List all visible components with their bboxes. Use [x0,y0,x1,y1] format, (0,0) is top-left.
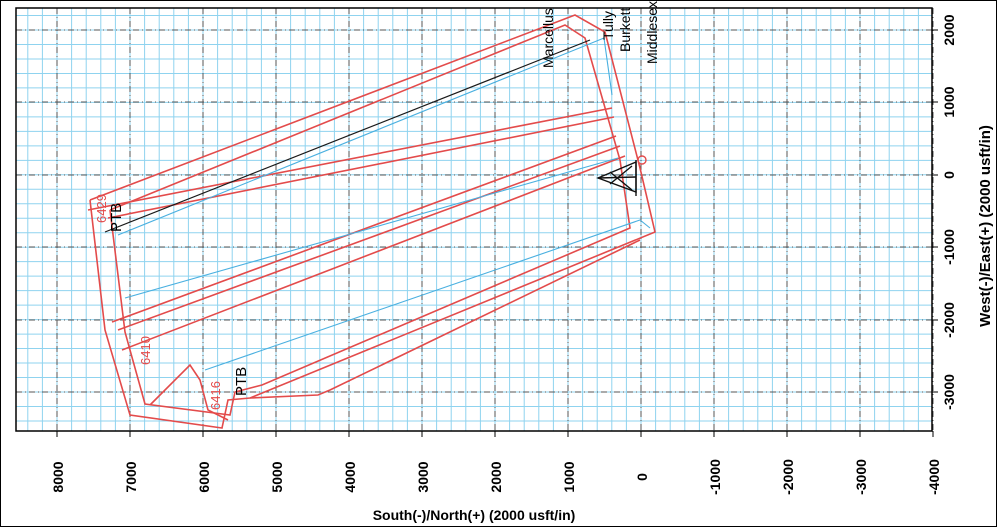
lateral-hook [149,363,229,421]
x-tick-label: -1000 [707,459,723,495]
grid [16,8,934,431]
plot-area [16,8,932,431]
y-tick-label: 2000 [941,14,957,45]
x-tick-label: 1000 [561,461,577,492]
lateral-mid-outer [111,135,617,323]
x-tick-label: 3000 [415,461,431,492]
x-axis-ticks: 8000 7000 6000 5000 4000 3000 2000 1000 0 -1000 -2… [50,431,942,495]
x-tick-label: 7000 [123,461,139,492]
x-tick-label: 5000 [269,461,285,492]
formation-label-marcellus: Marcellus [540,8,556,68]
plot-frame [15,7,933,432]
tvd-label-mid: 6410 [138,336,153,365]
ptb-label-top: PTB [108,203,125,232]
x-tick-label: -2000 [780,459,796,495]
survey-black-trace [104,39,591,233]
x-tick-label: 0 [634,473,650,481]
x-axis-label: South(-)/North(+) (2000 usft/in) [373,507,576,523]
x-tick-label: 8000 [50,461,66,492]
rig-icon [596,160,637,196]
ptb-label-bottom: PTB [233,367,250,396]
x-tick-label: -4000 [926,459,942,495]
formation-label-middlesex: Middlesex [644,1,660,64]
x-tick-label: -3000 [853,459,869,495]
tvd-label-top: 6429 [94,194,109,223]
surface-location-marker [637,155,647,165]
lateral-tail [249,239,641,399]
plan-lines [87,14,656,429]
formation-label-burkett: Burkett [617,8,633,52]
y-tick-label: -3000 [941,374,957,410]
lateral-upper-outer [87,107,613,211]
survey-upper [117,37,613,236]
survey-lower [124,157,619,299]
lateral-mid-inner [117,145,621,331]
x-tick-label: 6000 [196,461,212,492]
formation-label-tully: Tully [600,11,616,40]
y-tick-label: 0 [941,171,957,179]
y-tick-label: -2000 [941,302,957,338]
y-axis-ticks: 2000 1000 0 -1000 -2000 -3000 [932,14,957,410]
y-tick-label: -1000 [941,229,957,265]
x-tick-label: 2000 [488,461,504,492]
tvd-label-bottom: 6416 [208,381,223,410]
x-tick-label: 4000 [342,461,358,492]
black-trace [104,39,591,233]
lease-inner-boundary [109,24,631,416]
y-axis-label: West(-)/East(+) (2000 usft/in) [977,125,994,327]
survey-bottom [204,219,651,371]
survey-lines [117,37,651,371]
lateral-upper-inner [107,116,615,219]
y-tick-label: 1000 [941,86,957,117]
lateral-lower [121,155,626,351]
